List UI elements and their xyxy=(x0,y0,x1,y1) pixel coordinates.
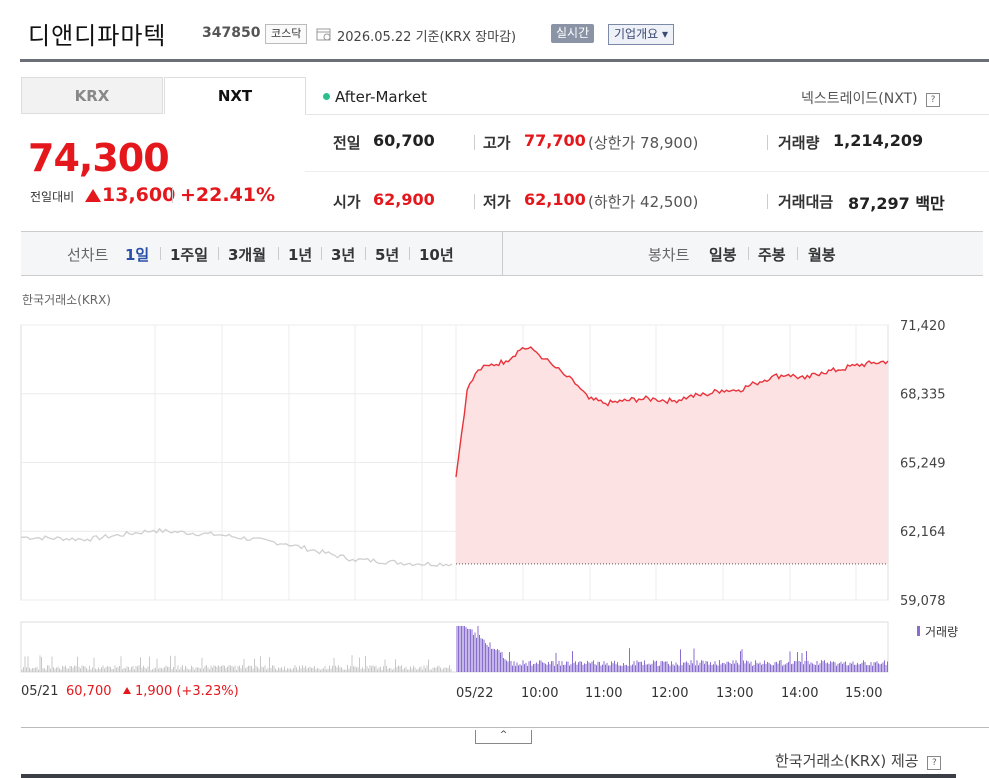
tab-krx[interactable]: KRX xyxy=(21,77,163,114)
volume-label: 거래량 xyxy=(778,134,820,152)
high-label: 고가 xyxy=(483,134,511,152)
x-tick-label: 15:00 xyxy=(845,686,882,701)
candle-monthly[interactable]: 월봉 xyxy=(808,246,836,264)
open-label: 시가 xyxy=(333,193,361,211)
trade-amount-value: 87,297 백만 xyxy=(848,194,945,213)
divider xyxy=(474,135,475,150)
page-header: 디앤디파마텍 347850 코스닥 2026.05.22 기준(KRX 장마감)… xyxy=(0,0,989,62)
collapse-button[interactable]: ^ xyxy=(475,730,532,744)
tab-nxt[interactable]: NXT xyxy=(164,77,306,114)
prev-day-change: 1,900 (+3.23%) xyxy=(135,684,239,699)
quote-mid-rule xyxy=(305,171,989,172)
divider xyxy=(502,231,503,275)
provider-label: 한국거래소(KRX) 제공 xyxy=(775,752,919,770)
session-label: After-Market xyxy=(335,88,428,106)
upper-limit: (상한가 78,900) xyxy=(588,134,699,152)
quote-top-rule xyxy=(305,114,989,115)
current-price: 74,300 xyxy=(28,136,170,180)
y-tick-label: 65,249 xyxy=(900,457,946,472)
low-label: 저가 xyxy=(483,193,511,211)
y-tick-label: 71,420 xyxy=(900,319,946,334)
market-badge: 코스닥 xyxy=(265,24,308,44)
trade-amount-label: 거래대금 xyxy=(778,193,834,211)
session-status-dot xyxy=(323,93,330,100)
period-10y[interactable]: 10년 xyxy=(419,246,454,264)
period-5y[interactable]: 5년 xyxy=(375,246,400,264)
candle-daily[interactable]: 일봉 xyxy=(709,246,737,264)
x-tick-label: 11:00 xyxy=(585,686,622,701)
prev-close-label: 전일 xyxy=(333,134,361,152)
period-1d[interactable]: 1일 xyxy=(125,246,150,264)
volume-frame xyxy=(20,621,889,673)
prev-close-value: 60,700 xyxy=(373,131,435,150)
divider xyxy=(365,247,366,260)
divider xyxy=(797,247,798,260)
date-text: 2026.05.22 기준(KRX 장마감) xyxy=(337,30,517,45)
y-tick-label: 59,078 xyxy=(900,594,946,609)
x-tick-label: 12:00 xyxy=(651,686,688,701)
up-arrow-icon xyxy=(85,189,101,202)
divider xyxy=(172,187,173,203)
footer-strip xyxy=(21,774,956,778)
series-prev-day-line xyxy=(20,527,453,568)
divider xyxy=(474,194,475,209)
stock-code: 347850 xyxy=(202,25,261,41)
help-icon[interactable]: ? xyxy=(927,756,942,770)
calendar-icon xyxy=(316,28,331,41)
period-1w[interactable]: 1주일 xyxy=(170,246,209,264)
nxt-link[interactable]: 넥스트레이드(NXT) ? xyxy=(801,88,941,108)
header-divider xyxy=(20,59,989,62)
x-tick-label: 05/22 xyxy=(456,686,493,701)
y-tick-label: 62,164 xyxy=(900,525,946,540)
change-label: 전일대비 xyxy=(30,190,75,204)
low-value: 62,100 xyxy=(524,190,586,209)
x-tick-label: 10:00 xyxy=(521,686,558,701)
period-3m[interactable]: 3개월 xyxy=(228,246,267,264)
divider xyxy=(409,247,410,260)
open-value: 62,900 xyxy=(373,190,435,209)
lower-limit: (하한가 42,500) xyxy=(588,193,699,211)
volume-legend-swatch xyxy=(917,626,920,636)
company-name: 디앤디파마텍 xyxy=(28,22,167,50)
company-info-button[interactable]: 기업개요 ▾ xyxy=(608,24,674,45)
prev-day-close: 60,700 xyxy=(66,684,112,699)
line-chart-label: 선차트 xyxy=(67,246,109,264)
y-tick-label: 68,335 xyxy=(900,388,946,403)
divider xyxy=(278,247,279,260)
divider xyxy=(767,194,768,209)
volume-value: 1,214,209 xyxy=(833,131,924,150)
up-arrow-icon xyxy=(123,687,131,694)
chart-source-label: 한국거래소(KRX) xyxy=(22,293,111,307)
prev-day-label: 05/21 xyxy=(21,684,59,699)
help-icon[interactable]: ? xyxy=(926,93,941,107)
divider xyxy=(160,247,161,260)
nxt-link-label: 넥스트레이드(NXT) xyxy=(801,91,918,107)
change-value: 13,600 xyxy=(102,184,176,206)
period-3y[interactable]: 3년 xyxy=(331,246,356,264)
candle-chart-label: 봉차트 xyxy=(648,246,690,264)
divider xyxy=(218,247,219,260)
candle-weekly[interactable]: 주봉 xyxy=(758,246,786,264)
high-value: 77,700 xyxy=(524,131,586,150)
provider-note: 한국거래소(KRX) 제공 ? xyxy=(775,750,942,771)
series-today-line xyxy=(455,346,889,478)
divider xyxy=(748,247,749,260)
change-rate: +22.41% xyxy=(180,184,276,206)
divider xyxy=(321,247,322,260)
divider xyxy=(767,135,768,150)
volume-legend: 거래량 xyxy=(925,625,959,639)
realtime-button[interactable]: 실시간 xyxy=(551,24,595,43)
x-tick-label: 14:00 xyxy=(781,686,818,701)
series-today-area xyxy=(456,347,888,564)
x-tick-label: 13:00 xyxy=(716,686,753,701)
chart-bottom-rule xyxy=(21,727,989,728)
period-1y[interactable]: 1년 xyxy=(288,246,313,264)
